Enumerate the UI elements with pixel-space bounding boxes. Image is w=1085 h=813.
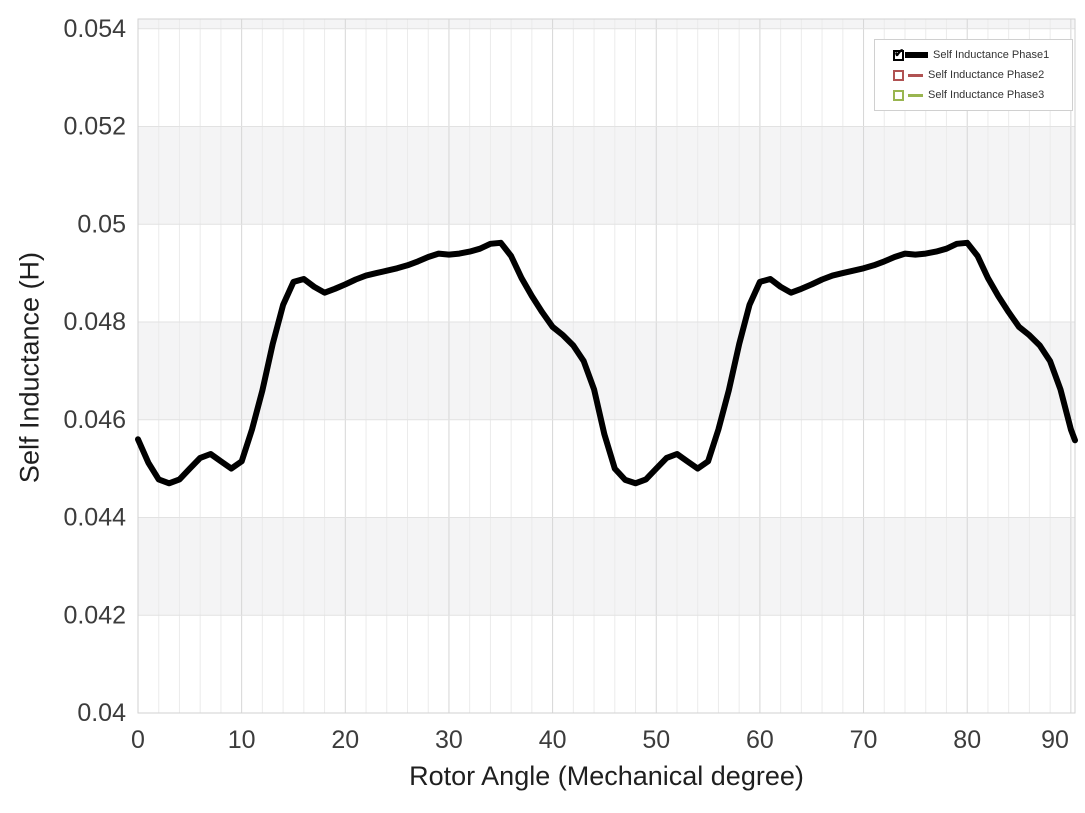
- plot-band: [138, 615, 1075, 713]
- phase3-checkbox-icon[interactable]: ✔: [893, 89, 904, 101]
- plot-band: [138, 224, 1075, 323]
- legend: ✔ Self Inductance Phase1 ✔ Self Inductan…: [874, 39, 1073, 111]
- legend-item-1[interactable]: ✔ Self Inductance Phase1: [893, 45, 1072, 65]
- y-tick-label: 0.044: [63, 504, 126, 532]
- x-tick-label: 70: [850, 726, 878, 754]
- y-tick-label: 0.054: [63, 15, 126, 43]
- phase2-line-swatch-icon: [908, 73, 923, 77]
- legend-item-3[interactable]: ✔ Self Inductance Phase3: [893, 85, 1072, 105]
- legend-label: Self Inductance Phase3: [928, 89, 1045, 101]
- plot-band: [138, 322, 1075, 420]
- checkmark-icon: ✔: [894, 45, 905, 60]
- y-axis-title: Self Inductance (H): [14, 251, 45, 484]
- x-tick-label: 90: [1041, 726, 1069, 754]
- phase3-line-swatch-icon: [908, 93, 923, 97]
- x-tick-label: 30: [435, 726, 463, 754]
- plot-border: [137, 18, 1076, 714]
- x-tick-label: 50: [642, 726, 670, 754]
- legend-item-2[interactable]: ✔ Self Inductance Phase2: [893, 65, 1072, 85]
- y-tick-label: 0.046: [63, 406, 126, 434]
- y-tick-label: 0.05: [77, 210, 126, 238]
- plot-band: [138, 517, 1075, 616]
- legend-label: Self Inductance Phase2: [928, 69, 1045, 81]
- plot-band: [138, 19, 1075, 29]
- x-tick-label: 80: [953, 726, 981, 754]
- phase1-checkbox-icon[interactable]: ✔: [893, 46, 904, 61]
- y-tick-label: 0.048: [63, 308, 126, 336]
- legend-label: Self Inductance Phase1: [933, 49, 1050, 61]
- x-tick-label: 0: [131, 726, 145, 754]
- phase2-checkbox-icon[interactable]: ✔: [893, 69, 904, 81]
- plot-band: [138, 126, 1075, 225]
- x-tick-label: 20: [331, 726, 359, 754]
- y-tick-label: 0.042: [63, 601, 126, 629]
- phase1-line-swatch-icon: [905, 52, 928, 58]
- x-tick-label: 60: [746, 726, 774, 754]
- y-tick-label: 0.052: [63, 113, 126, 141]
- x-tick-label: 10: [228, 726, 256, 754]
- x-axis-title: Rotor Angle (Mechanical degree): [409, 761, 804, 791]
- x-tick-label: 40: [539, 726, 567, 754]
- y-tick-label: 0.04: [77, 699, 126, 727]
- self-inductance-phase1-curve: [135, 239, 1078, 487]
